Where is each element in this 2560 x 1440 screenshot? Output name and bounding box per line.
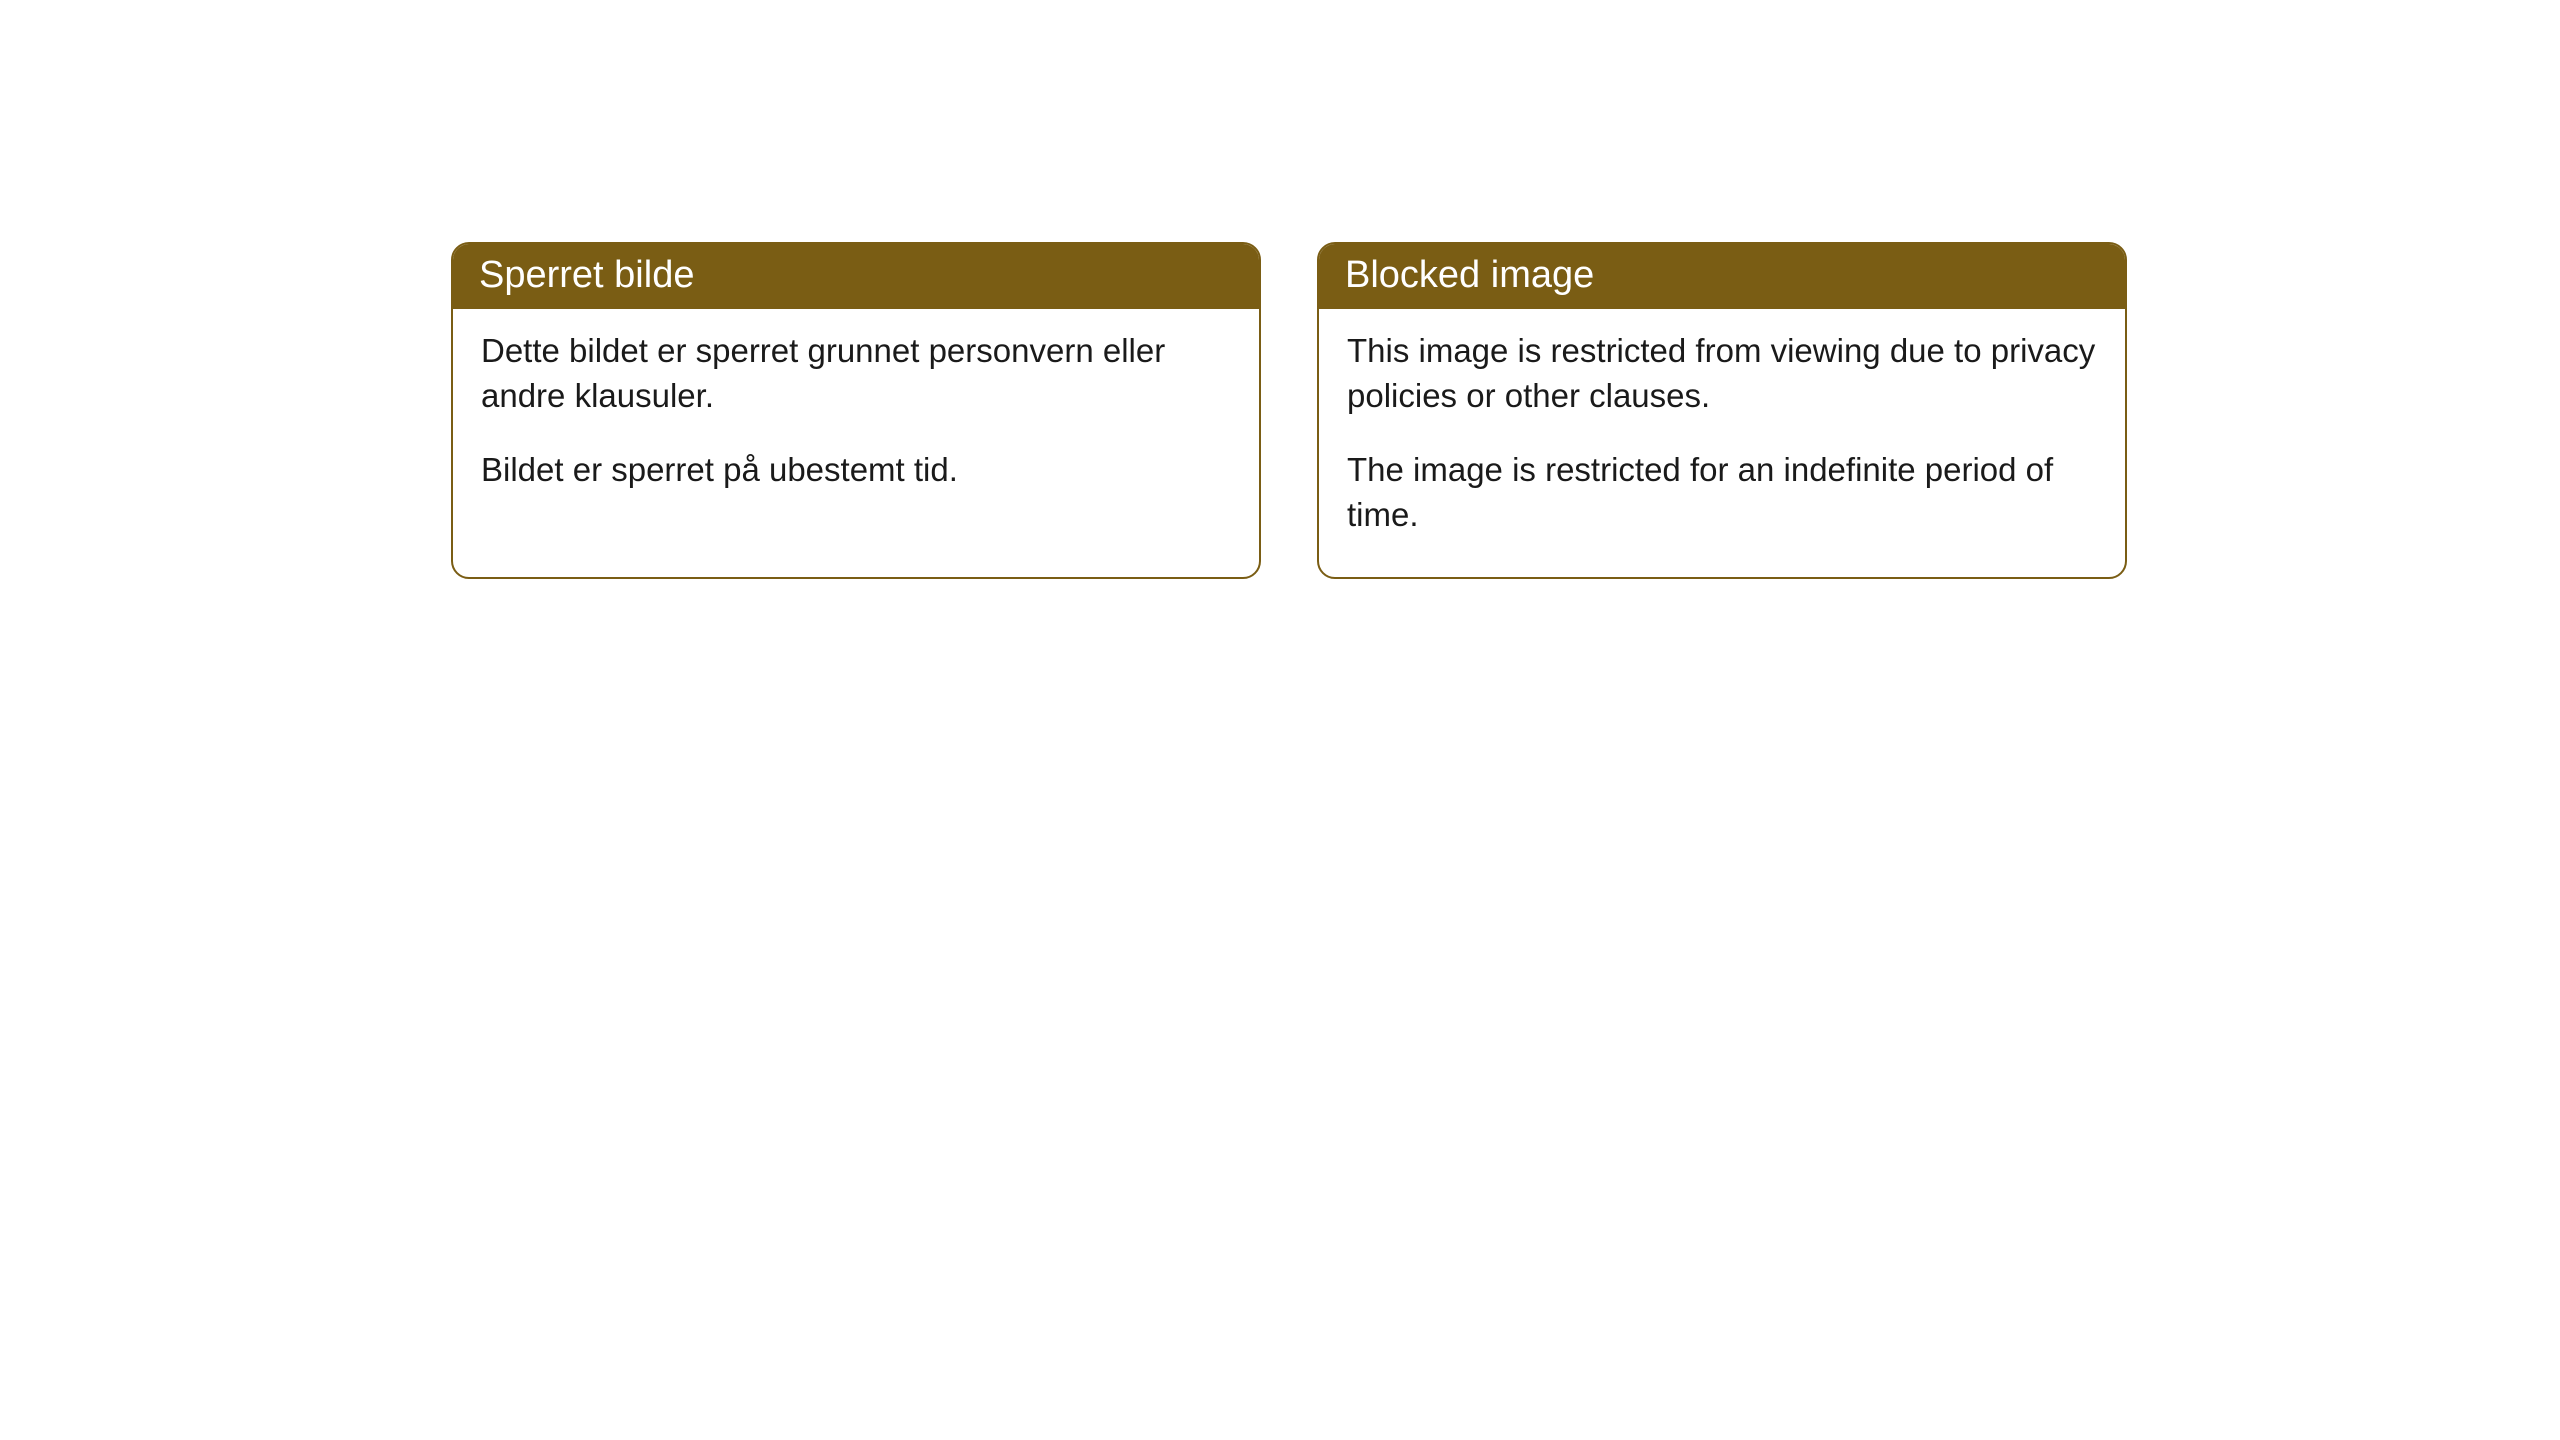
notice-cards-container: Sperret bilde Dette bildet er sperret gr… bbox=[0, 0, 2560, 579]
blocked-image-card-norwegian: Sperret bilde Dette bildet er sperret gr… bbox=[451, 242, 1261, 579]
card-title: Sperret bilde bbox=[479, 254, 694, 296]
card-paragraph: Dette bildet er sperret grunnet personve… bbox=[481, 329, 1231, 418]
card-title: Blocked image bbox=[1345, 254, 1594, 296]
card-header: Sperret bilde bbox=[453, 244, 1259, 309]
card-paragraph: This image is restricted from viewing du… bbox=[1347, 329, 2097, 418]
blocked-image-card-english: Blocked image This image is restricted f… bbox=[1317, 242, 2127, 579]
card-paragraph: The image is restricted for an indefinit… bbox=[1347, 448, 2097, 537]
card-body: Dette bildet er sperret grunnet personve… bbox=[453, 309, 1259, 533]
card-paragraph: Bildet er sperret på ubestemt tid. bbox=[481, 448, 1231, 493]
card-body: This image is restricted from viewing du… bbox=[1319, 309, 2125, 577]
card-header: Blocked image bbox=[1319, 244, 2125, 309]
